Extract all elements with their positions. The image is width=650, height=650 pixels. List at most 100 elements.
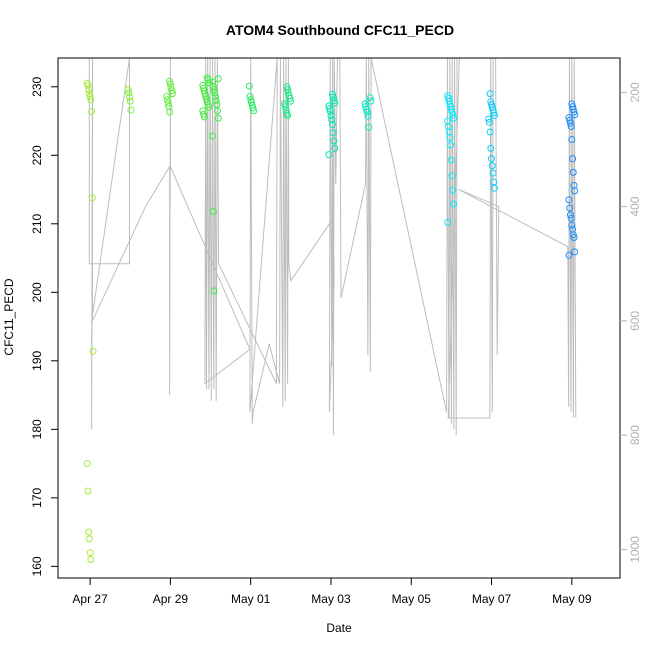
x-tick-label: May 07 [472, 592, 512, 606]
data-point [571, 187, 579, 195]
data-point [212, 97, 220, 104]
data-point [444, 218, 452, 226]
data-point [488, 155, 495, 163]
data-point [124, 86, 132, 93]
data-point [489, 169, 497, 177]
data-point [163, 92, 171, 100]
y-tick-label: 230 [30, 76, 44, 96]
data-point [569, 231, 577, 239]
data-point [88, 194, 96, 202]
data-point [209, 78, 216, 86]
data-point [84, 81, 92, 89]
data-point [565, 196, 573, 204]
data-point [570, 108, 578, 116]
data-point [571, 248, 579, 256]
data-point [329, 129, 337, 137]
data-point [281, 100, 289, 108]
data-point [330, 137, 338, 145]
altitude-trace-line [88, 58, 577, 436]
data-point [490, 184, 498, 192]
data-point [450, 114, 457, 122]
data-point [286, 94, 294, 102]
data-point [366, 94, 374, 102]
data-point [205, 79, 213, 87]
data-point [364, 112, 372, 120]
data-point [250, 107, 258, 115]
data-point [566, 211, 574, 219]
y-tick-label: 200 [30, 282, 44, 302]
data-point [486, 128, 494, 136]
data-point [87, 556, 95, 563]
data-point [87, 96, 95, 104]
data-point [485, 115, 493, 123]
data-point [568, 221, 576, 229]
data-point [85, 528, 93, 536]
data-point [163, 96, 171, 104]
data-point [211, 89, 219, 97]
chart-title: ATOM4 Southbound CFC11_PECD [226, 22, 454, 38]
y-tick-label: 180 [30, 419, 44, 439]
data-point [214, 75, 222, 83]
data-point [86, 92, 94, 100]
data-point [210, 287, 218, 295]
data-point [209, 208, 217, 215]
data-point [210, 86, 218, 93]
y2-tick-label: 600 [628, 311, 642, 331]
data-point [85, 86, 93, 93]
data-point [488, 162, 496, 170]
data-point [329, 121, 336, 128]
data-point [485, 118, 493, 126]
y2-tick-label: 800 [628, 425, 642, 445]
data-point [328, 116, 336, 124]
data-point [326, 105, 334, 113]
data-point [363, 108, 371, 116]
y2-tick-label: 400 [628, 196, 642, 216]
data-points [83, 74, 579, 563]
data-point [85, 535, 93, 543]
y-tick-label: 170 [30, 487, 44, 507]
x-tick-label: May 03 [311, 592, 351, 606]
y-tick-label: 210 [30, 213, 44, 233]
data-point [164, 99, 172, 107]
y-tick-label: 160 [30, 556, 44, 576]
data-point [446, 134, 454, 141]
data-point [169, 90, 176, 98]
data-point [566, 204, 574, 212]
y2-axis: 200 400 600 800 1000 [620, 82, 642, 563]
y-axis: 160 170 180 190 200 210 220 230 [30, 76, 58, 576]
data-point [281, 103, 289, 111]
data-point [214, 107, 221, 115]
data-point [326, 107, 334, 115]
data-point [490, 109, 498, 117]
data-point [331, 144, 339, 152]
data-point [166, 108, 174, 116]
data-point [126, 97, 134, 105]
data-point [204, 101, 212, 109]
data-point [447, 156, 455, 164]
data-point [83, 460, 91, 468]
data-point [86, 549, 94, 557]
data-point [487, 144, 495, 152]
y-axis-label: CFC11_PECD [2, 278, 16, 355]
data-point [448, 108, 456, 116]
data-point [486, 90, 494, 98]
y2-tick-label: 1000 [628, 536, 642, 563]
data-point [209, 82, 217, 90]
x-tick-label: May 01 [231, 592, 271, 606]
data-point [568, 136, 576, 143]
x-tick-label: Apr 29 [153, 592, 189, 606]
x-axis-label: Date [326, 621, 352, 635]
data-point [84, 487, 92, 495]
data-point [363, 105, 370, 113]
data-point [565, 251, 573, 259]
data-point [331, 99, 339, 107]
data-point [367, 97, 375, 105]
data-point [127, 106, 135, 114]
data-point [325, 151, 333, 159]
data-point [450, 200, 457, 208]
data-point [125, 89, 133, 97]
data-point [200, 110, 208, 118]
data-point [570, 234, 578, 241]
data-point [89, 347, 97, 355]
